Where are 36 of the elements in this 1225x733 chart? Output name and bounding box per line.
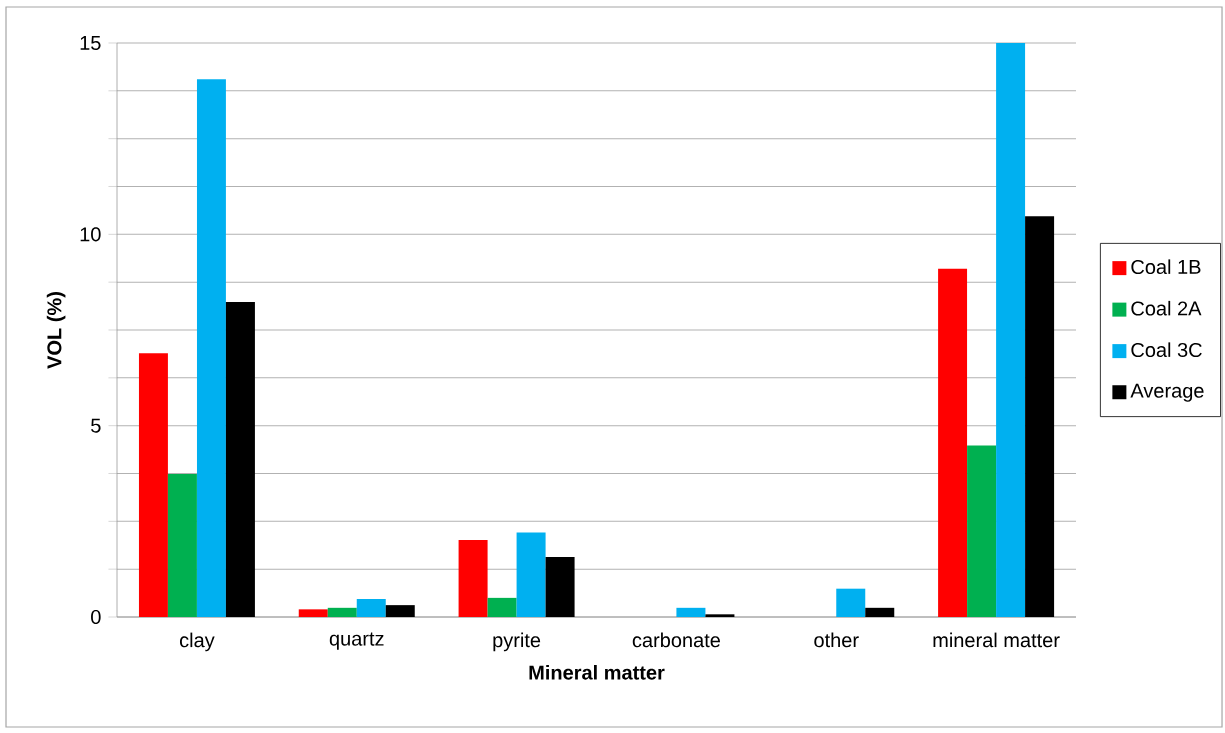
x-tick-label: carbonate	[632, 632, 720, 648]
y-tick-label: 0	[91, 609, 101, 625]
x-tick-label: mineral matter	[933, 632, 1060, 648]
bar	[298, 609, 328, 617]
x-tick-label: quartz	[329, 632, 384, 650]
legend-label: Coal 2A	[1131, 300, 1202, 316]
legend-label: Coal 3C	[1131, 342, 1202, 358]
bar	[516, 532, 546, 617]
legend-label: Average	[1130, 383, 1204, 402]
bar	[938, 268, 968, 617]
x-tick-label: clay	[179, 632, 215, 652]
bar	[1025, 216, 1055, 617]
legend-label: Coal 1B	[1131, 259, 1201, 275]
y-tick-label: 15	[80, 36, 101, 50]
bar	[138, 353, 168, 617]
bar	[458, 540, 488, 617]
bar	[327, 607, 357, 617]
y-axis-title: VOL (%)	[46, 292, 66, 369]
bar	[487, 597, 517, 617]
bar	[967, 445, 997, 617]
y-tick-label: 10	[80, 227, 101, 242]
bar	[836, 588, 866, 617]
x-tick-label: other	[814, 632, 859, 648]
x-axis-title: Mineral matter	[529, 664, 665, 680]
bar	[676, 607, 706, 617]
bar	[196, 79, 226, 617]
x-tick-label: pyrite	[493, 632, 541, 652]
bar	[356, 599, 386, 617]
bar	[225, 302, 255, 617]
bar	[385, 605, 415, 617]
bar	[167, 473, 197, 617]
bar	[996, 43, 1026, 617]
y-tick-label: 5	[91, 418, 101, 433]
bar	[705, 614, 735, 617]
bar	[865, 607, 895, 617]
bar	[545, 556, 575, 617]
